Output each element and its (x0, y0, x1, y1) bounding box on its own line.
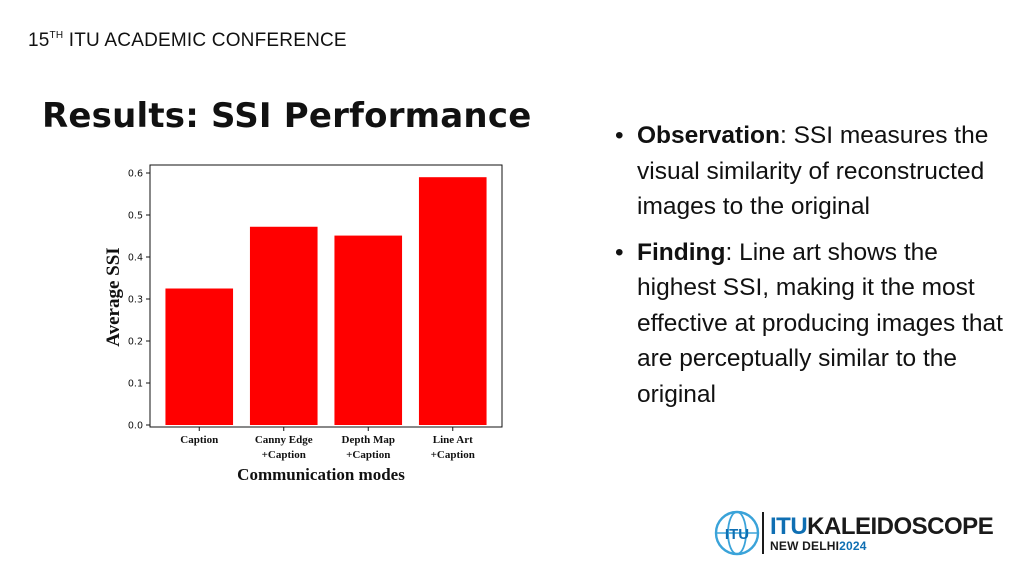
logo-wordmark: ITUKALEIDOSCOPE (770, 513, 994, 541)
logo-year: 2024 (839, 539, 867, 553)
x-tick-label: Canny Edge (255, 434, 313, 446)
plot-area: Caption Canny Edge +Caption Depth Map +Capti… (128, 164, 503, 461)
x-tick-label: +Caption (346, 449, 390, 461)
x-tick-label: Caption (180, 434, 218, 446)
x-tick-label: +Caption (431, 449, 475, 461)
bullet-text: : SSI measures the visual similarity of … (637, 122, 989, 220)
conference-ordinal-suffix: TH (49, 29, 64, 41)
logo-itu: ITU (770, 513, 808, 540)
bullet-term: Finding (637, 238, 726, 266)
conference-ordinal: 15 (28, 30, 50, 51)
bullet-item: • Observation: SSI measures the visual si… (615, 118, 1015, 225)
globe-emblem-text: ITU (725, 526, 749, 543)
bullet-dot: • (615, 122, 624, 149)
y-tick-label: 0.6 (128, 169, 143, 180)
y-tick-label: 0.5 (128, 211, 143, 222)
conference-name: ITU ACADEMIC CONFERENCE (68, 30, 347, 51)
x-tick-label: +Caption (262, 449, 306, 461)
logo-divider (762, 512, 764, 554)
bullet-list: • Observation: SSI measures the visual si… (615, 118, 1015, 422)
ssi-bar-chart: Caption Canny Edge +Caption Depth Map +Capti… (103, 164, 503, 484)
logo-kaleidoscope: KALEIDOSCOPE (807, 513, 994, 540)
y-axis-label: Average SSI (103, 247, 124, 346)
logo-location: NEW DELHI2024 (770, 539, 867, 553)
bullet-dot: • (615, 238, 624, 266)
y-tick-label: 0.1 (128, 379, 143, 390)
bullet-text: : Line art shows the highest SSI, making… (637, 238, 1003, 408)
y-tick-label: 0.3 (128, 295, 143, 306)
bullet-term: Observation (637, 122, 780, 149)
bar (418, 177, 487, 425)
x-axis-label: Communication modes (237, 465, 405, 484)
itu-kaleidoscope-logo: ITU ITUKALEIDOSCOPE NEW DELHI2024 (712, 508, 1012, 558)
y-tick-label: 0.2 (128, 337, 143, 348)
plot-frame (149, 164, 503, 428)
conference-header: 15TH ITU ACADEMIC CONFERENCE (28, 30, 347, 52)
x-tick-label: Line Art (433, 434, 473, 446)
x-tick-label: Depth Map (342, 434, 395, 446)
y-tick-label: 0.0 (128, 421, 143, 432)
bar (165, 288, 234, 425)
bar (249, 226, 318, 425)
slide-title: Results: SSI Performance (42, 96, 532, 136)
bar (334, 235, 403, 425)
y-tick-label: 0.4 (128, 253, 143, 264)
itu-globe-icon: ITU (714, 510, 760, 556)
logo-city: NEW DELHI (770, 539, 840, 553)
bullet-item: • Finding: Line art shows the highest SSI… (615, 235, 1015, 413)
